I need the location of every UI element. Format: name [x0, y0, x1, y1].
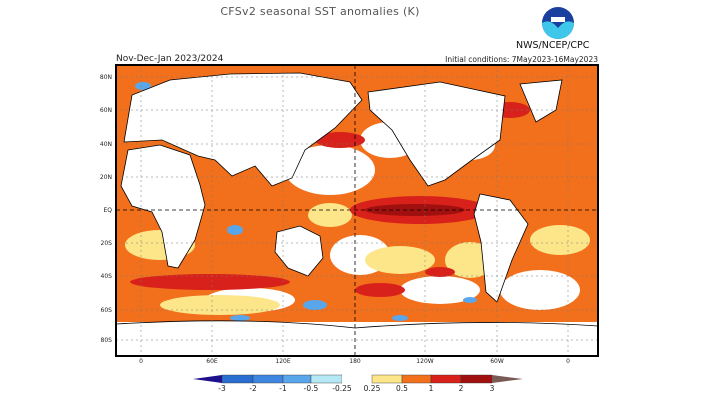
- colorbar-segment: [371, 374, 403, 384]
- colorbar: [193, 374, 523, 384]
- lon-tick: 180: [349, 358, 361, 365]
- lon-tick: 120E: [275, 358, 291, 365]
- colorbar-label: 3: [489, 384, 495, 393]
- colorbar-label: -1: [279, 384, 287, 393]
- colorbar-segment: [342, 375, 372, 383]
- graticule: [116, 65, 598, 356]
- initial-conditions-label: Initial conditions: 7May2023-16May2023: [445, 55, 598, 64]
- lat-tick: 60S: [100, 307, 112, 314]
- lon-tick: 60W: [490, 358, 504, 365]
- lat-tick: 40N: [99, 141, 112, 148]
- lat-tick: 20S: [100, 240, 112, 247]
- negative-anomaly-patches: [135, 82, 477, 321]
- lon-tick: 60E: [206, 358, 218, 365]
- antarctica: [116, 320, 598, 356]
- colorbar-label: -0.5: [303, 384, 319, 393]
- lat-tick: EQ: [103, 207, 112, 214]
- season-label: Nov-Dec-Jan 2023/2024: [116, 54, 224, 64]
- colorbar-label: -3: [218, 384, 226, 393]
- africa: [120, 144, 206, 269]
- lat-tick: 40S: [100, 273, 112, 280]
- colorbar-segment: [221, 374, 254, 384]
- colorbar-segment: [310, 374, 343, 384]
- colorbar-label: 2: [458, 384, 464, 393]
- colorbar-segment: [252, 374, 284, 384]
- el-nino-maximum: [365, 204, 465, 216]
- lat-tick: 80S: [100, 337, 112, 344]
- colorbar-label: 0.25: [363, 384, 381, 393]
- north-america: [367, 81, 506, 187]
- organization-label: NWS/NCEP/CPC: [516, 40, 590, 51]
- colorbar-segment: [430, 374, 462, 384]
- lon-tick: 0: [139, 358, 143, 365]
- colorbar-high-arrow: [492, 375, 523, 383]
- lat-tick: 60N: [99, 107, 112, 114]
- colorbar-segment: [282, 374, 312, 384]
- colorbar-label: 0.5: [396, 384, 408, 393]
- colorbar-label: -0.25: [332, 384, 352, 393]
- eurasia: [123, 72, 363, 187]
- lat-tick: 20N: [99, 174, 112, 181]
- lat-tick: 80N: [99, 74, 112, 81]
- lon-tick: 120W: [416, 358, 434, 365]
- figure-title: CFSv2 seasonal SST anomalies (K): [220, 5, 420, 18]
- colorbar-label: -2: [249, 384, 257, 393]
- colorbar-segment: [401, 374, 432, 384]
- australia: [274, 225, 324, 277]
- noaa-logo: [542, 7, 574, 39]
- lon-tick: 0: [566, 358, 570, 365]
- map-frame: [115, 64, 599, 357]
- continents: [116, 72, 598, 356]
- colorbar-segment: [460, 374, 493, 384]
- colorbar-label: 1: [428, 384, 434, 393]
- colorbar-low-arrow: [193, 375, 222, 383]
- strong-positive-patches: [130, 92, 530, 297]
